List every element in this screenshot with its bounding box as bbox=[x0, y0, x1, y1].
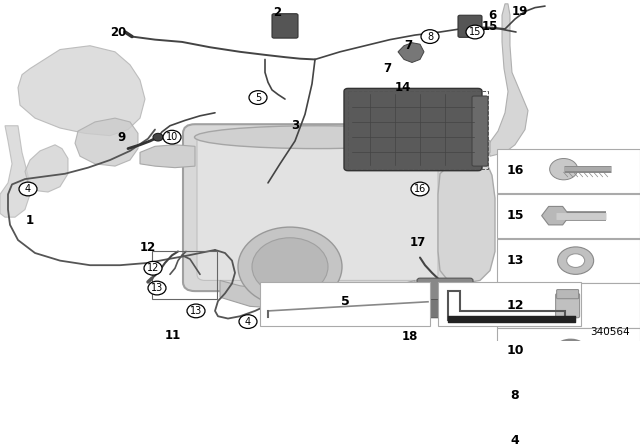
Bar bbox=[580, 346, 603, 357]
Bar bbox=[497, 373, 640, 418]
FancyBboxPatch shape bbox=[183, 124, 452, 291]
Text: 16: 16 bbox=[414, 184, 426, 194]
Polygon shape bbox=[140, 145, 195, 168]
Circle shape bbox=[239, 315, 257, 328]
Circle shape bbox=[144, 261, 162, 275]
Text: 20: 20 bbox=[110, 26, 126, 39]
Polygon shape bbox=[220, 280, 415, 311]
Text: 13: 13 bbox=[506, 254, 524, 267]
Text: 16: 16 bbox=[506, 164, 524, 177]
Text: 12: 12 bbox=[140, 241, 156, 254]
Circle shape bbox=[466, 25, 484, 39]
FancyBboxPatch shape bbox=[552, 430, 586, 448]
Bar bbox=[438, 282, 581, 326]
Text: 2: 2 bbox=[273, 6, 281, 19]
Polygon shape bbox=[398, 43, 424, 62]
Polygon shape bbox=[25, 145, 68, 192]
Polygon shape bbox=[541, 207, 570, 225]
Polygon shape bbox=[0, 126, 30, 217]
Polygon shape bbox=[438, 164, 495, 284]
FancyBboxPatch shape bbox=[472, 96, 488, 166]
Text: 5: 5 bbox=[255, 93, 261, 103]
Text: 15: 15 bbox=[482, 20, 498, 33]
FancyBboxPatch shape bbox=[426, 299, 465, 318]
Circle shape bbox=[252, 238, 328, 296]
Polygon shape bbox=[18, 46, 145, 136]
FancyBboxPatch shape bbox=[557, 289, 579, 299]
Text: 15: 15 bbox=[506, 209, 524, 222]
Text: 10: 10 bbox=[166, 132, 178, 142]
Text: 11: 11 bbox=[165, 329, 181, 342]
FancyBboxPatch shape bbox=[197, 135, 438, 280]
FancyBboxPatch shape bbox=[458, 15, 482, 37]
Bar bbox=[497, 238, 640, 283]
FancyBboxPatch shape bbox=[417, 278, 473, 310]
Circle shape bbox=[443, 280, 487, 314]
Text: 1: 1 bbox=[26, 215, 34, 228]
Text: 340564: 340564 bbox=[590, 327, 630, 337]
Bar bbox=[152, 251, 217, 299]
Circle shape bbox=[249, 90, 267, 104]
Text: 10: 10 bbox=[506, 344, 524, 357]
Circle shape bbox=[421, 30, 439, 43]
Text: 13: 13 bbox=[151, 283, 163, 293]
Circle shape bbox=[566, 254, 585, 267]
Text: 8: 8 bbox=[511, 389, 519, 402]
Bar bbox=[497, 418, 640, 448]
Ellipse shape bbox=[195, 126, 440, 149]
Circle shape bbox=[163, 130, 181, 144]
Text: 17: 17 bbox=[410, 236, 426, 249]
Text: 4: 4 bbox=[25, 184, 31, 194]
Text: 7: 7 bbox=[404, 39, 412, 52]
Bar bbox=[348, 91, 488, 169]
Text: 12: 12 bbox=[147, 263, 159, 273]
Text: 15: 15 bbox=[469, 27, 481, 37]
Text: 13: 13 bbox=[190, 306, 202, 316]
FancyBboxPatch shape bbox=[344, 88, 482, 171]
Bar bbox=[497, 149, 640, 193]
Text: 9: 9 bbox=[118, 131, 126, 144]
Circle shape bbox=[153, 134, 163, 141]
Polygon shape bbox=[75, 118, 138, 166]
Circle shape bbox=[411, 182, 429, 196]
Text: 14: 14 bbox=[395, 81, 411, 94]
FancyBboxPatch shape bbox=[556, 293, 580, 318]
Ellipse shape bbox=[554, 386, 582, 405]
Text: 4: 4 bbox=[245, 317, 251, 327]
Circle shape bbox=[148, 281, 166, 295]
Bar bbox=[497, 194, 640, 238]
Circle shape bbox=[19, 182, 37, 196]
Text: 7: 7 bbox=[384, 62, 396, 75]
Bar bbox=[260, 282, 430, 326]
Text: 18: 18 bbox=[402, 330, 418, 343]
Text: 12: 12 bbox=[506, 299, 524, 312]
Circle shape bbox=[187, 304, 205, 318]
Polygon shape bbox=[488, 4, 528, 156]
Bar bbox=[564, 436, 578, 445]
Bar bbox=[497, 328, 640, 373]
Text: 4: 4 bbox=[511, 434, 520, 447]
Polygon shape bbox=[438, 136, 490, 164]
Text: 19: 19 bbox=[512, 5, 528, 18]
Text: 8: 8 bbox=[427, 31, 433, 42]
Circle shape bbox=[557, 247, 594, 274]
Circle shape bbox=[550, 159, 578, 180]
Text: 6: 6 bbox=[488, 9, 496, 22]
Text: 5: 5 bbox=[340, 294, 349, 307]
Text: 3: 3 bbox=[291, 119, 299, 132]
FancyBboxPatch shape bbox=[272, 14, 298, 38]
Circle shape bbox=[238, 227, 342, 306]
Bar bbox=[497, 284, 640, 327]
